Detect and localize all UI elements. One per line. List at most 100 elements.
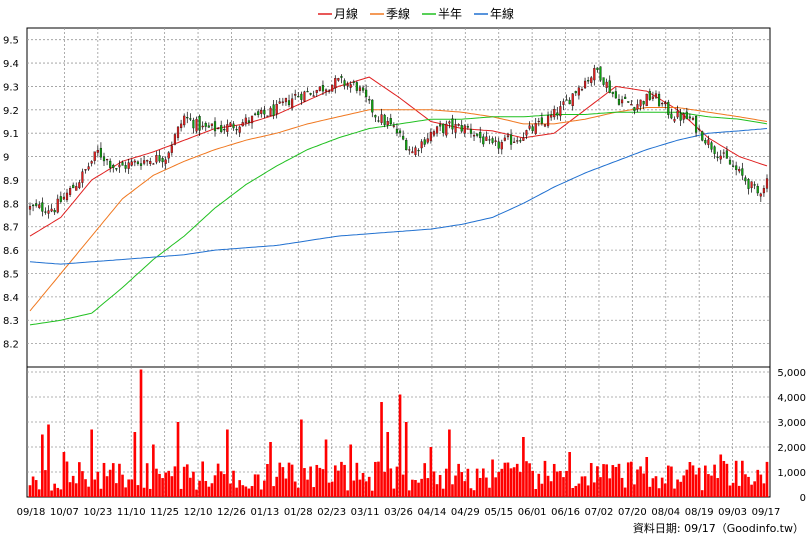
volume-bar	[293, 481, 297, 497]
volume-bar	[263, 480, 266, 497]
candle-body	[596, 67, 599, 70]
candle-body	[574, 91, 577, 94]
candle	[673, 116, 676, 124]
candle-body	[534, 123, 537, 134]
candle	[161, 156, 164, 168]
candle	[306, 87, 309, 93]
volume-bar	[189, 477, 192, 497]
candle-body	[688, 116, 691, 119]
volume-bar	[457, 463, 460, 497]
candle	[738, 166, 741, 174]
volume-bar	[460, 472, 464, 497]
volume-bar	[481, 468, 485, 497]
volume-bar	[466, 468, 470, 497]
candle-body	[176, 126, 180, 138]
volume-bar	[565, 470, 568, 497]
volume-bar	[158, 473, 161, 497]
candle-body	[78, 182, 81, 189]
volume-bar	[176, 422, 180, 497]
candle-body	[762, 188, 765, 194]
candle-body	[402, 135, 405, 140]
volume-bar	[722, 461, 726, 497]
x-tick-label: 11/10	[117, 507, 146, 518]
candle-body	[728, 159, 732, 165]
volume-bar	[509, 468, 513, 497]
candle	[691, 116, 695, 121]
price-grid	[27, 28, 770, 367]
candle-body	[488, 139, 491, 141]
volume-bar	[688, 462, 692, 497]
candle-body	[642, 101, 645, 105]
candle	[571, 93, 574, 111]
candle	[47, 205, 50, 219]
candle	[735, 161, 738, 176]
candle	[220, 120, 223, 134]
candle-body	[719, 155, 722, 160]
candle-body	[287, 100, 291, 106]
volume-bar	[386, 432, 390, 497]
volume-bar	[133, 432, 137, 497]
candle	[559, 101, 562, 121]
candle-body	[294, 94, 297, 96]
candle	[543, 124, 547, 128]
x-tick-label: 06/16	[551, 507, 580, 518]
candle	[485, 131, 488, 141]
candle	[540, 112, 543, 126]
candle-body	[223, 129, 226, 131]
candle-body	[102, 156, 106, 162]
candle	[294, 89, 297, 100]
volume-bar	[244, 486, 248, 497]
volume-bar	[108, 469, 112, 497]
volume-bar	[290, 464, 294, 497]
volume-bar	[617, 463, 621, 497]
volume-bar	[747, 476, 750, 497]
volume-bar	[321, 469, 325, 497]
candle-body	[479, 131, 482, 139]
volume-bar	[216, 463, 220, 497]
volume-bar	[515, 463, 519, 497]
volume-bar	[518, 471, 522, 497]
volume-bar	[562, 477, 565, 497]
candle	[35, 199, 38, 208]
candle	[596, 67, 599, 73]
candle	[328, 89, 331, 94]
candle-body	[250, 115, 254, 124]
candle	[682, 112, 685, 124]
volume-bar	[303, 468, 306, 497]
candle-body	[472, 135, 476, 137]
candle	[334, 75, 337, 94]
volume-bar	[152, 444, 155, 497]
candle	[451, 114, 454, 135]
price-tick-label: 8.9	[3, 176, 19, 187]
candle-body	[50, 208, 53, 212]
candle-body	[759, 193, 762, 197]
volume-bar	[207, 486, 211, 497]
candle	[176, 126, 180, 141]
candle	[361, 85, 365, 93]
candle	[371, 99, 374, 118]
volume-tick-label: 2,000	[777, 443, 806, 454]
candle-body	[500, 142, 503, 150]
candle-body	[531, 126, 534, 132]
x-tick-label: 09/18	[17, 507, 46, 518]
candle-body	[624, 96, 627, 99]
candle	[377, 116, 380, 123]
price-tick-label: 8.2	[3, 340, 19, 351]
candle-body	[84, 169, 87, 171]
volume-bar	[451, 484, 454, 497]
candle	[639, 99, 642, 111]
candle-body	[161, 158, 164, 163]
candle-body	[371, 99, 374, 113]
price-tick-label: 9.4	[3, 59, 19, 70]
candle-body	[550, 114, 553, 118]
candle-body	[744, 177, 747, 182]
candle	[701, 130, 704, 142]
candle-body	[482, 136, 485, 145]
candle-body	[195, 118, 198, 132]
x-tick-label: 03/11	[351, 507, 380, 518]
candle	[608, 75, 611, 94]
candle	[479, 126, 482, 143]
candle-body	[106, 159, 109, 161]
candle	[713, 145, 716, 159]
candle-body	[590, 77, 593, 83]
